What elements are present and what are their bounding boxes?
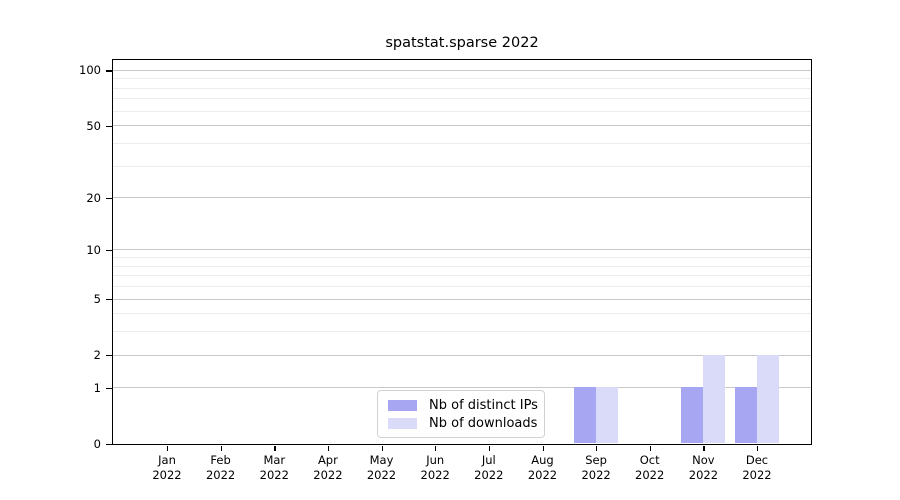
y-tick-mark <box>106 299 112 301</box>
y-tick-label: 50 <box>86 118 101 133</box>
bar-downloads <box>595 387 618 444</box>
x-tick-label: May 2022 <box>366 453 397 482</box>
x-tick-label: Dec 2022 <box>742 453 772 482</box>
x-tick-label: Jul 2022 <box>474 453 504 482</box>
x-tick-mark <box>649 445 651 451</box>
y-tick-label: 5 <box>93 292 101 306</box>
gridline-minor <box>112 313 811 315</box>
y-tick-mark <box>106 125 112 127</box>
gridline-major <box>112 125 811 127</box>
x-tick-label: Jan 2022 <box>152 453 182 482</box>
x-tick-mark <box>220 445 222 451</box>
x-tick-mark <box>167 445 169 451</box>
downloads-swatch <box>388 417 417 429</box>
y-tick-label: 0 <box>93 437 101 451</box>
y-tick-mark <box>106 70 112 72</box>
gridline-major <box>112 197 811 198</box>
gridline-minor <box>112 110 811 112</box>
y-tick-label: 2 <box>93 348 101 363</box>
x-tick-mark <box>757 445 759 451</box>
gridline-minor <box>112 142 811 144</box>
y-tick-mark <box>106 197 112 199</box>
x-tick-mark <box>274 445 276 451</box>
bar-downloads <box>756 354 779 444</box>
y-tick-label: 100 <box>79 63 101 78</box>
y-tick-label: 10 <box>86 242 101 257</box>
gridline-minor <box>112 286 811 287</box>
y-tick-mark <box>106 249 112 252</box>
x-tick-label: Jun 2022 <box>420 453 450 482</box>
gridline-major <box>112 298 811 300</box>
gridline-minor <box>112 275 811 277</box>
y-tick-mark <box>106 387 112 390</box>
x-tick-label: Mar 2022 <box>259 453 289 482</box>
bar-distinct-ips <box>573 387 596 444</box>
x-tick-mark <box>542 445 544 451</box>
gridline-major <box>112 249 811 251</box>
x-tick-label: Nov 2022 <box>688 453 719 482</box>
gridline-minor <box>112 165 811 167</box>
chart-title: spatstat.sparse 2022 <box>385 35 539 51</box>
x-tick-mark <box>596 445 598 451</box>
x-tick-mark <box>327 445 330 451</box>
gridline-minor <box>112 265 811 267</box>
legend: Nb of distinct IPs Nb of downloads <box>377 390 545 438</box>
plot-area <box>111 58 812 445</box>
legend-item-downloads: Nb of downloads <box>388 414 544 432</box>
x-tick-mark <box>703 445 705 451</box>
gridline-minor <box>112 98 811 100</box>
bar-downloads <box>702 354 725 444</box>
bar-distinct-ips <box>734 387 757 444</box>
gridline-minor <box>112 78 811 80</box>
x-tick-mark <box>488 445 491 451</box>
gridline-minor <box>112 87 811 89</box>
y-tick-mark <box>106 444 112 446</box>
distinct-ips-swatch <box>388 399 417 411</box>
legend-label-downloads: Nb of downloads <box>429 415 538 431</box>
x-tick-label: Feb 2022 <box>205 453 236 482</box>
x-tick-label: Apr 2022 <box>313 453 343 482</box>
gridline-major <box>112 387 811 389</box>
x-tick-label: Aug 2022 <box>527 453 558 482</box>
gridline-minor <box>112 257 811 259</box>
y-tick-mark <box>106 355 112 357</box>
y-tick-label: 1 <box>93 380 101 395</box>
gridline-major <box>112 69 811 71</box>
gridline-major <box>112 354 811 356</box>
gridline-minor <box>112 331 811 333</box>
x-tick-mark <box>381 445 383 451</box>
legend-item-distinct-ips: Nb of distinct IPs <box>388 396 544 414</box>
legend-label-distinct-ips: Nb of distinct IPs <box>429 397 538 413</box>
x-tick-mark <box>435 445 437 451</box>
x-tick-label: Oct 2022 <box>635 453 665 482</box>
x-tick-label: Sep 2022 <box>581 453 611 482</box>
bar-distinct-ips <box>680 387 703 444</box>
y-tick-label: 20 <box>86 190 101 205</box>
